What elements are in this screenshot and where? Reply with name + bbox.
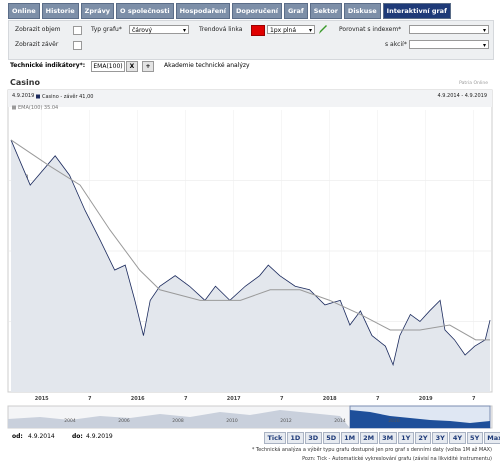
note: Pozn: Tick - Automatické vykreslování gr… [302,456,492,462]
compare-index-select[interactable] [409,25,489,35]
period-button[interactable]: 1M [340,432,359,444]
x-tick-label: 7 [280,396,284,402]
source-label: Patria Online [459,80,488,86]
trend-label: Trendová linka [199,26,243,33]
period-button[interactable]: Max [483,432,500,444]
tab[interactable]: Diskuse [343,3,381,19]
close-label: Zobrazit závěr [15,41,59,48]
period-button[interactable]: 5Y [466,432,483,444]
legend-entry: Casino - závěr 41,00 [42,93,93,100]
x-tick-label: 2015 [35,396,49,402]
navigator-label: 2004 [64,418,76,424]
chart: Casino Patria Online 4.9.2019 4.9.2014 -… [7,78,493,429]
volume-checkbox[interactable] [73,26,82,35]
tab[interactable]: Graf [283,3,308,19]
chart-title: Casino [10,78,40,87]
period-button[interactable]: 3M [378,432,397,444]
tab[interactable]: Historie [41,3,79,19]
pen-icon[interactable] [318,24,328,35]
to-label: do: [72,433,83,440]
tab[interactable]: O společnosti [116,3,174,19]
compare-index-label: Porovnat s indexem* [339,26,402,33]
tab[interactable]: Interaktivní graf [382,3,451,19]
tab[interactable]: Sektor [309,3,342,19]
legend-entry: EMA(100) 35.04 [18,105,58,111]
indicator-add[interactable]: + [142,61,154,72]
period-button[interactable]: 1D [286,432,304,444]
navigator-selected-history [350,410,490,428]
series-line [10,139,491,367]
legend-swatch [36,94,40,99]
navigator-label: 2010 [226,418,238,424]
navigator-label: 2014 [334,418,346,424]
period-button[interactable]: Tick [264,432,286,444]
x-tick-label: 7 [376,396,380,402]
period-button[interactable]: 3Y [432,432,449,444]
control-panel: Zobrazit objem Zobrazit závěr Typ grafu*… [8,20,494,60]
navigator-label: 2008 [172,418,184,424]
x-tick-label: 2019 [419,396,433,402]
legend-date: 4.9.2019 [12,93,34,99]
close-checkbox[interactable] [73,41,82,50]
navigator-history [8,410,350,428]
from-date[interactable]: 4.9.2014 [28,433,55,440]
to-date[interactable]: 4.9.2019 [86,433,113,440]
tab[interactable]: Online [8,3,40,19]
from-label: od: [12,433,23,440]
note: * Technická analýza a výběr typu grafu d… [251,447,492,453]
period-button[interactable]: 2M [359,432,378,444]
tab-bar: Online Historie Zprávy O společnosti Hospoda… [8,3,451,19]
period-button[interactable]: 3D [304,432,322,444]
indicator-item[interactable]: EMA(100) [91,61,125,72]
academy-link[interactable]: Akademie technické analýzy [164,62,250,69]
period-button[interactable]: 5D [322,432,340,444]
navigator-label: 2016 [388,418,400,424]
x-tick-label: 7 [184,396,188,402]
x-tick-label: 2017 [227,396,241,402]
period-button[interactable]: 2Y [414,432,432,444]
chart-type-select[interactable]: čárový [129,25,189,35]
volume-label: Zobrazit objem [15,26,61,33]
compare-stock-select[interactable] [409,40,489,50]
legend-range: 4.9.2014 - 4.9.2019 [437,93,487,99]
tab[interactable]: Zprávy [80,3,115,19]
indicator-remove[interactable]: X [126,61,138,72]
tab[interactable]: Hospodaření [175,3,231,19]
legend-swatch [12,105,16,110]
compare-stock-label: s akcií* [385,41,407,48]
x-tick-label: 7 [88,396,92,402]
series-line [10,139,491,341]
indicators-label: Technické indikátory*: [10,62,86,69]
period-button[interactable]: 1Y [397,432,414,444]
period-buttons: Tick1D3D5D1M2M3M1Y2Y3Y4Y5YMax [264,432,500,444]
x-tick-label: 2018 [323,396,337,402]
x-tick-label: 7 [472,396,476,402]
navigator-label: 2006 [118,418,130,424]
period-button[interactable]: 4Y [449,432,466,444]
x-tick-label: 2016 [131,396,145,402]
price-area [11,139,491,392]
legend-bar [8,90,492,107]
tab[interactable]: Doporučení [232,3,282,19]
trend-style-select[interactable]: 1px plná [267,25,315,35]
trend-color[interactable] [251,25,265,36]
chart-type-label: Typ grafu* [91,26,122,33]
navigator-label: 2012 [280,418,292,424]
